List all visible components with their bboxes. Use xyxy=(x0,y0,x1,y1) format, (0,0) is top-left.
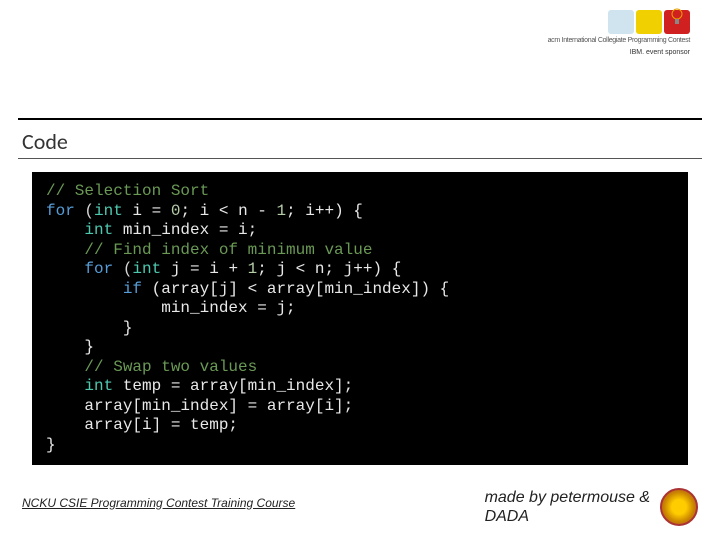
footer-credit-line2: DADA xyxy=(485,508,529,525)
slide-title: Code xyxy=(22,128,68,155)
footer-credit-line1: made by petermouse & xyxy=(485,489,650,506)
ncku-logo-icon xyxy=(660,488,698,526)
footer-course: NCKU CSIE Programming Contest Training C… xyxy=(22,488,295,510)
code-block: // Selection Sortfor (int i = 0; i < n -… xyxy=(32,172,688,465)
lightbulb-icon xyxy=(670,8,684,26)
footer: NCKU CSIE Programming Contest Training C… xyxy=(22,488,698,526)
logo-sq-2 xyxy=(636,10,662,34)
footer-credit: made by petermouse & DADA xyxy=(485,488,698,526)
divider-top xyxy=(18,118,702,120)
ibm-text: IBM. event sponsor xyxy=(630,49,690,56)
logo-sq-1 xyxy=(608,10,634,34)
logo-area: acm International Collegiate Programming… xyxy=(548,10,690,56)
divider-title xyxy=(18,158,702,159)
acm-text: acm International Collegiate Programming… xyxy=(548,37,690,44)
